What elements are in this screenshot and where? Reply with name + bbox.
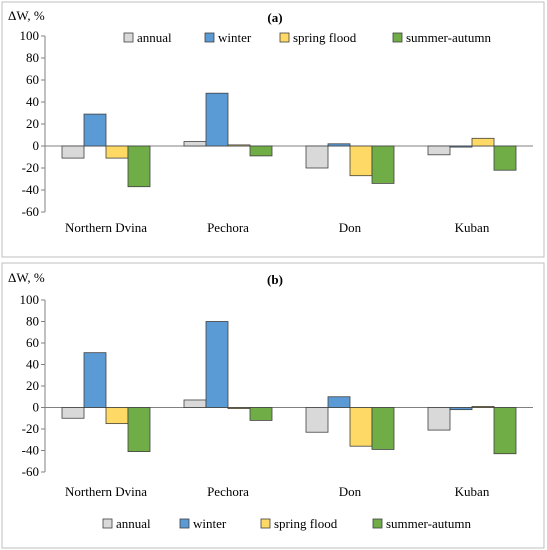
y-tick-label: 60 [26,335,39,350]
y-tick-label: -40 [22,182,39,197]
legend-label: summer-autumn [386,516,471,531]
bar-winter-pechora [205,321,229,408]
bar-summer-autumn-don [371,145,395,184]
legend-swatch [123,32,134,43]
bar-winter-pechora [205,92,229,147]
y-tick-label: 20 [26,378,39,393]
category-label: Pechora [207,484,249,499]
bar-winter-kuban [449,145,473,148]
category-label: Don [339,220,362,235]
legend-label: summer-autumn [406,30,491,45]
bar-spring-flood-kuban [471,406,495,408]
y-tick-label: -60 [22,204,39,219]
bar-winter-northern-dvina [83,352,107,408]
bar-annual-don [305,145,329,169]
category-label: Northern Dvina [65,220,147,235]
panel-a: (a) ΔW, % -60 -40 -20 0 20 40 60 80 100 Northern Dv… [1,1,545,258]
y-tick-label: 0 [33,138,40,153]
bar-annual-kuban [427,407,451,431]
bar-annual-kuban [427,145,451,156]
panel-frame [1,1,545,258]
y-tick-label: -40 [22,443,39,458]
bar-winter-don [327,396,351,408]
bar-annual-pechora [183,399,207,408]
legend-swatch [102,518,113,529]
bar-annual-northern-dvina [61,145,85,159]
bar-summer-autumn-pechora [249,407,273,421]
bar-summer-autumn-northern-dvina [127,407,151,452]
y-tick-label: 0 [33,400,40,415]
legend-swatch [204,32,215,43]
bar-summer-autumn-pechora [249,145,273,157]
y-tick-label: 20 [26,116,39,131]
panel-b: (b) ΔW, % -60 -40 -20 0 20 40 60 80 100 Northern Dv… [1,262,545,549]
bar-spring-flood-northern-dvina [105,145,129,159]
y-axis-label: ΔW, % [8,8,45,23]
category-label: Kuban [455,220,490,235]
bar-summer-autumn-kuban [493,145,517,171]
bar-winter-northern-dvina [83,113,107,147]
bar-spring-flood-northern-dvina [105,407,129,425]
panel-label: (a) [267,10,282,25]
y-tick-label: 80 [26,314,39,329]
y-tick-label: 40 [26,357,39,372]
legend-swatch [279,32,290,43]
legend-swatch [392,32,403,43]
legend-label: annual [137,30,172,45]
bar-winter-don [327,143,351,147]
bar-summer-autumn-northern-dvina [127,145,151,188]
panel-frame [1,262,545,549]
y-axis-label: ΔW, % [8,270,45,285]
bar-spring-flood-don [349,407,373,447]
bar-spring-flood-pechora [227,144,251,147]
y-tick-label: -60 [22,464,39,479]
y-tick-label: 80 [26,50,39,65]
y-tick-label: 100 [20,28,40,43]
legend-swatch [372,518,383,529]
legend-swatch [260,518,271,529]
bar-summer-autumn-kuban [493,407,517,455]
bar-annual-don [305,407,329,433]
category-label: Northern Dvina [65,484,147,499]
bar-spring-flood-kuban [471,137,495,147]
legend-swatch [179,518,190,529]
y-tick-label: 60 [26,72,39,87]
legend-label: annual [116,516,151,531]
bar-summer-autumn-don [371,407,395,450]
y-tick-label: -20 [22,421,39,436]
legend-label: winter [218,30,252,45]
y-tick-label: 100 [20,292,40,307]
bar-spring-flood-pechora [227,407,251,409]
legend-label: spring flood [293,30,357,45]
bar-annual-pechora [183,141,207,147]
category-label: Pechora [207,220,249,235]
y-tick-label: -20 [22,160,39,175]
bar-spring-flood-don [349,145,373,177]
category-label: Don [339,484,362,499]
bar-winter-kuban [449,407,473,411]
bar-annual-northern-dvina [61,407,85,419]
legend-label: winter [193,516,227,531]
y-tick-label: 40 [26,94,39,109]
legend-label: spring flood [274,516,338,531]
category-label: Kuban [455,484,490,499]
panel-label: (b) [267,272,283,287]
